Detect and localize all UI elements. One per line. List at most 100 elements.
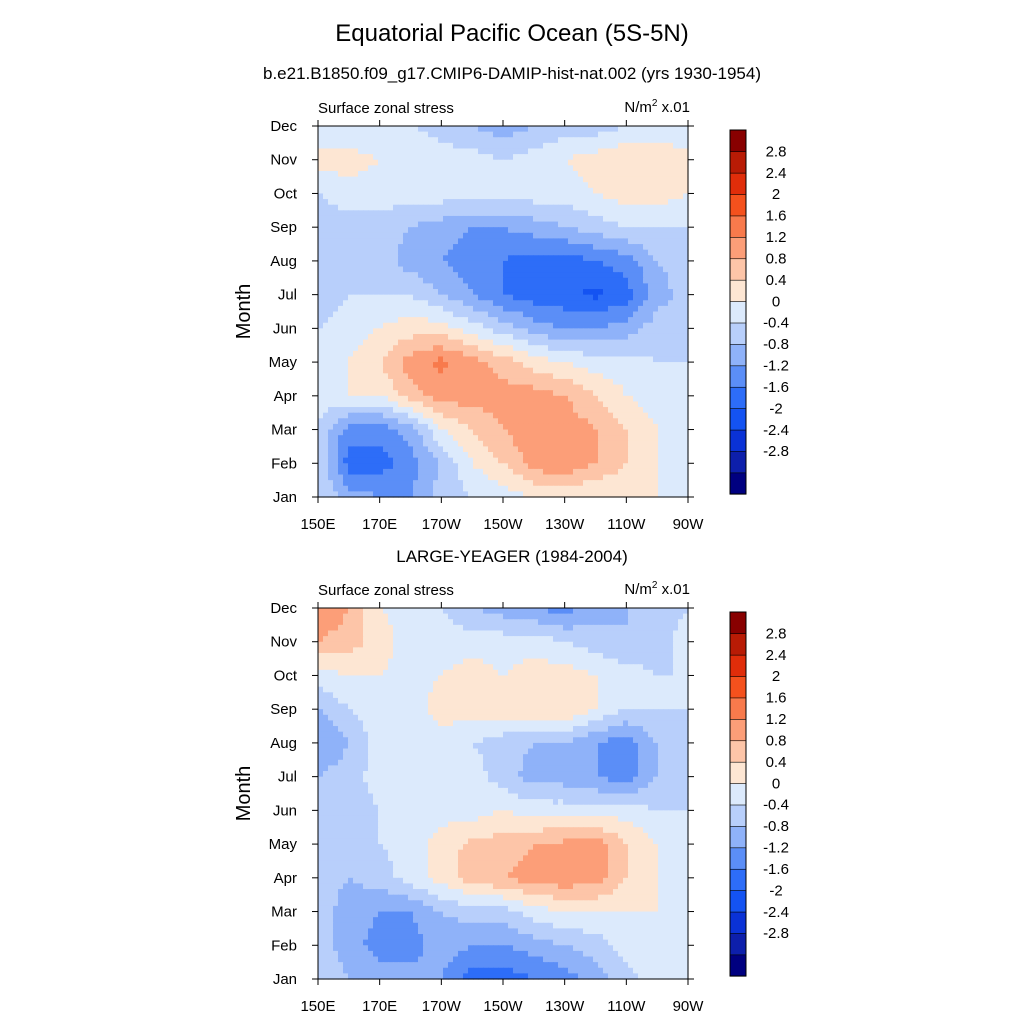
contour-cell — [443, 165, 449, 172]
contour-cell — [358, 249, 364, 256]
contour-cell — [318, 322, 324, 329]
contour-cell — [508, 356, 514, 363]
contour-cell — [543, 199, 549, 206]
contour-cell — [443, 272, 449, 279]
contour-cell — [588, 305, 594, 313]
contour-cell — [603, 463, 609, 470]
contour-cell — [588, 339, 594, 346]
contour-cell — [318, 452, 324, 459]
contour-cell — [648, 260, 654, 268]
contour-cell — [433, 137, 439, 144]
contour-cell — [353, 148, 359, 155]
contour-cell — [333, 362, 339, 369]
contour-cell — [633, 305, 639, 313]
y-tick-label: Aug — [270, 253, 297, 270]
contour-cell — [618, 440, 624, 448]
contour-cell — [623, 210, 629, 217]
contour-cell — [393, 159, 399, 166]
contour-cell — [508, 215, 514, 223]
contour-cell — [623, 390, 629, 397]
contour-cell — [673, 294, 679, 301]
contour-cell — [618, 142, 624, 150]
contour-cell — [553, 317, 559, 324]
contour-cell — [608, 362, 614, 369]
contour-cell — [333, 339, 339, 346]
contour-cell — [373, 356, 379, 363]
contour-cell — [663, 244, 669, 251]
contour-cell — [318, 283, 324, 290]
contour-cell — [413, 435, 419, 442]
contour-cell — [568, 367, 574, 374]
contour-cell — [433, 311, 439, 318]
contour-cell — [423, 457, 429, 464]
contour-cell — [453, 322, 459, 329]
contour-cell — [458, 215, 464, 223]
contour-cell — [533, 440, 539, 448]
contour-cell — [418, 440, 424, 448]
contour-cell — [333, 373, 339, 380]
contour-cell — [533, 210, 539, 217]
contour-cell — [658, 142, 664, 150]
contour-cell — [403, 221, 409, 228]
contour-cell — [363, 412, 369, 419]
contour-cell — [503, 356, 509, 363]
contour-cell — [673, 193, 679, 200]
contour-cell — [563, 418, 569, 425]
contour-cell — [523, 311, 529, 318]
contour-cell — [433, 356, 439, 363]
contour-cell — [388, 491, 394, 498]
contour-cell — [598, 255, 604, 262]
contour-cell — [648, 401, 654, 408]
contour-cell — [403, 317, 409, 324]
contour-cell — [383, 238, 389, 245]
contour-cell — [578, 440, 584, 448]
contour-cell — [533, 204, 539, 211]
contour-cell — [373, 390, 379, 397]
y-tick-label: Apr — [274, 388, 297, 405]
contour-cell — [598, 333, 604, 341]
contour-cell — [498, 378, 504, 386]
contour-cell — [633, 277, 639, 284]
contour-cell — [673, 446, 679, 453]
contour-cell — [613, 311, 619, 318]
contour-cell — [548, 401, 554, 408]
contour-cell — [363, 362, 369, 369]
contour-cell — [503, 463, 509, 470]
contour-cell — [368, 452, 374, 459]
contour-cell — [568, 165, 574, 172]
contour-cell — [543, 423, 549, 431]
contour-cell — [378, 148, 384, 155]
contour-cell — [328, 159, 334, 166]
contour-cell — [358, 131, 364, 138]
contour-cell — [608, 232, 614, 240]
contour-cell — [543, 221, 549, 228]
contour-cell — [608, 491, 614, 498]
contour-cell — [488, 457, 494, 464]
contour-cell — [583, 407, 589, 414]
contour-cell — [383, 412, 389, 419]
contour-cell — [358, 378, 364, 386]
contour-cell — [548, 289, 554, 296]
contour-cell — [673, 350, 679, 358]
contour-cell — [678, 289, 684, 296]
contour-cell — [598, 159, 604, 166]
contour-cell — [683, 210, 689, 217]
contour-cell — [343, 378, 349, 386]
contour-cell — [613, 289, 619, 296]
contour-cell — [633, 350, 639, 358]
colorbar-box — [729, 386, 747, 409]
contour-cell — [358, 154, 364, 161]
contour-cell — [598, 350, 604, 358]
contour-cell — [503, 199, 509, 206]
contour-cell — [573, 339, 579, 346]
contour-cell — [588, 131, 594, 138]
contour-cell — [408, 137, 414, 144]
contour-cell — [413, 407, 419, 414]
contour-cell — [423, 328, 429, 335]
contour-cell — [558, 289, 564, 296]
contour-cell — [663, 210, 669, 217]
contour-cell — [583, 126, 589, 133]
contour-cell — [678, 384, 684, 391]
contour-cell — [603, 429, 609, 436]
contour-cell — [428, 193, 434, 200]
